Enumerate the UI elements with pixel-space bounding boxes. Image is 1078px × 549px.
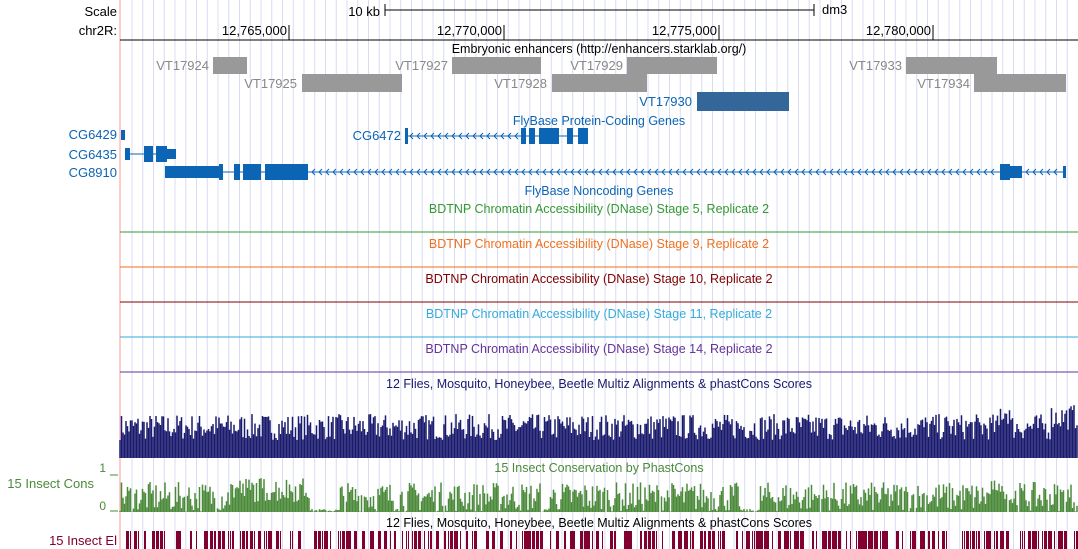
svg-text:VT17929: VT17929 — [570, 58, 623, 73]
insect-cons-axis-min: 0 — [99, 499, 106, 513]
svg-text:VT17925: VT17925 — [244, 76, 297, 91]
exon — [121, 130, 125, 140]
insect-cons-title: 15 Insect Conservation by PhastCons — [494, 461, 703, 475]
ruler-tick-12775000: 12,775,000 — [652, 23, 717, 38]
enhancer-VT17933[interactable]: VT17933 — [849, 57, 997, 74]
gene-label-CG6472[interactable]: CG6472 — [353, 128, 401, 143]
exon — [265, 164, 308, 180]
dnase-stage11-title: BDTNP Chromatin Accessibility (DNase) St… — [426, 307, 772, 321]
exon — [1000, 164, 1010, 180]
enhancer-feature[interactable] — [974, 74, 1066, 92]
exon — [243, 164, 261, 180]
enhancer-VT17930[interactable]: VT17930 — [639, 92, 789, 111]
svg-text:VT17924: VT17924 — [156, 58, 209, 73]
multiz-track[interactable]: 12 Flies, Mosquito, Honeybee, Beetle Mul… — [119, 377, 1078, 458]
enhancer-VT17927[interactable]: VT17927 — [395, 57, 541, 74]
enhancer-feature-highlighted[interactable] — [697, 92, 789, 111]
enhancer-feature[interactable] — [452, 57, 541, 74]
enhancer-feature[interactable] — [302, 74, 402, 92]
exon — [234, 164, 240, 180]
ruler-tick-12765000: 12,765,000 — [222, 23, 287, 38]
svg-text:VT17933: VT17933 — [849, 58, 902, 73]
dnase-stage14-track[interactable]: BDTNP Chromatin Accessibility (DNase) St… — [120, 342, 1078, 373]
gene-label-CG8910[interactable]: CG8910 — [69, 165, 117, 180]
exon — [219, 164, 223, 180]
scale-label: Scale — [84, 4, 117, 19]
gene-label-CG6435[interactable]: CG6435 — [69, 147, 117, 162]
flybase-coding-track[interactable]: FlyBase Protein-Coding Genes CG6429 CG64… — [69, 114, 1066, 180]
multiz-signal — [119, 405, 1078, 458]
exon — [405, 128, 408, 144]
dnase-stage10-track[interactable]: BDTNP Chromatin Accessibility (DNase) St… — [120, 272, 1078, 303]
strand-chevrons — [311, 168, 1058, 176]
gene-CG6435[interactable] — [125, 146, 176, 162]
exon — [578, 128, 588, 144]
ruler-tick-12780000: 12,780,000 — [866, 23, 931, 38]
exon — [1010, 166, 1022, 178]
insect-cons-signal — [119, 478, 1078, 512]
enhancer-feature[interactable] — [552, 74, 647, 92]
enhancer-VT17925[interactable]: VT17925 — [244, 74, 402, 92]
dnase-stage14-title: BDTNP Chromatin Accessibility (DNase) St… — [425, 342, 772, 356]
enhancers-track-title: Embryonic enhancers (http://enhancers.st… — [452, 42, 747, 56]
svg-text:VT17934: VT17934 — [917, 76, 970, 91]
exon — [529, 128, 535, 144]
exon — [156, 146, 167, 162]
exon — [165, 166, 219, 178]
gene-label-CG6429[interactable]: CG6429 — [69, 127, 117, 142]
exon — [1063, 166, 1066, 178]
enhancer-VT17924[interactable]: VT17924 — [156, 57, 247, 74]
strand-chevrons — [409, 132, 519, 140]
insect-el-track[interactable]: 12 Flies, Mosquito, Honeybee, Beetle Mul… — [49, 516, 1078, 549]
insect-cons-track[interactable]: 15 Insect Conservation by PhastCons 15 I… — [7, 461, 1078, 513]
flybase-coding-title: FlyBase Protein-Coding Genes — [513, 114, 685, 128]
enhancer-feature[interactable] — [627, 57, 717, 74]
multiz-title: 12 Flies, Mosquito, Honeybee, Beetle Mul… — [386, 377, 812, 391]
dnase-stage11-track[interactable]: BDTNP Chromatin Accessibility (DNase) St… — [120, 307, 1078, 338]
insect-cons-side-label[interactable]: 15 Insect Cons — [7, 476, 94, 491]
gene-CG6472[interactable] — [405, 128, 588, 144]
enhancer-feature[interactable] — [213, 57, 247, 74]
insect-cons-axis-max: 1 — [99, 461, 106, 475]
chrom-label: chr2R: — [79, 23, 117, 38]
enhancer-feature[interactable] — [906, 57, 997, 74]
base-position-ruler[interactable]: Scale 10 kb dm3 chr2R: 12,765,000 12,770… — [79, 2, 1078, 41]
assembly-label: dm3 — [822, 2, 847, 17]
insect-el-side-label[interactable]: 15 Insect El — [49, 533, 117, 548]
enhancer-VT17929[interactable]: VT17929 — [570, 57, 717, 74]
svg-text:VT17928: VT17928 — [494, 76, 547, 91]
scale-bar-label: 10 kb — [348, 4, 380, 19]
dnase-stage10-title: BDTNP Chromatin Accessibility (DNase) St… — [425, 272, 772, 286]
dnase-stage5-title: BDTNP Chromatin Accessibility (DNase) St… — [429, 202, 769, 216]
exon — [521, 128, 526, 144]
svg-text:VT17930: VT17930 — [639, 94, 692, 109]
flybase-noncoding-title: FlyBase Noncoding Genes — [525, 184, 674, 198]
insect-el-signal — [126, 531, 1078, 549]
dnase-stage9-title: BDTNP Chromatin Accessibility (DNase) St… — [429, 237, 769, 251]
ruler-tick-12770000: 12,770,000 — [437, 23, 502, 38]
exon — [567, 128, 573, 144]
dnase-stage5-track[interactable]: BDTNP Chromatin Accessibility (DNase) St… — [120, 202, 1078, 233]
insect-el-title: 12 Flies, Mosquito, Honeybee, Beetle Mul… — [386, 516, 812, 530]
exon — [144, 146, 153, 162]
exon — [539, 128, 559, 144]
exon — [167, 149, 176, 159]
svg-text:VT17927: VT17927 — [395, 58, 448, 73]
enhancers-track[interactable]: Embryonic enhancers (http://enhancers.st… — [156, 42, 1066, 111]
gene-CG6429[interactable] — [121, 130, 125, 140]
gene-CG8910[interactable] — [165, 164, 1066, 180]
enhancer-VT17928[interactable]: VT17928 — [494, 74, 647, 92]
dnase-stage9-track[interactable]: BDTNP Chromatin Accessibility (DNase) St… — [120, 237, 1078, 268]
exon — [125, 148, 130, 160]
enhancer-VT17934[interactable]: VT17934 — [917, 74, 1066, 92]
